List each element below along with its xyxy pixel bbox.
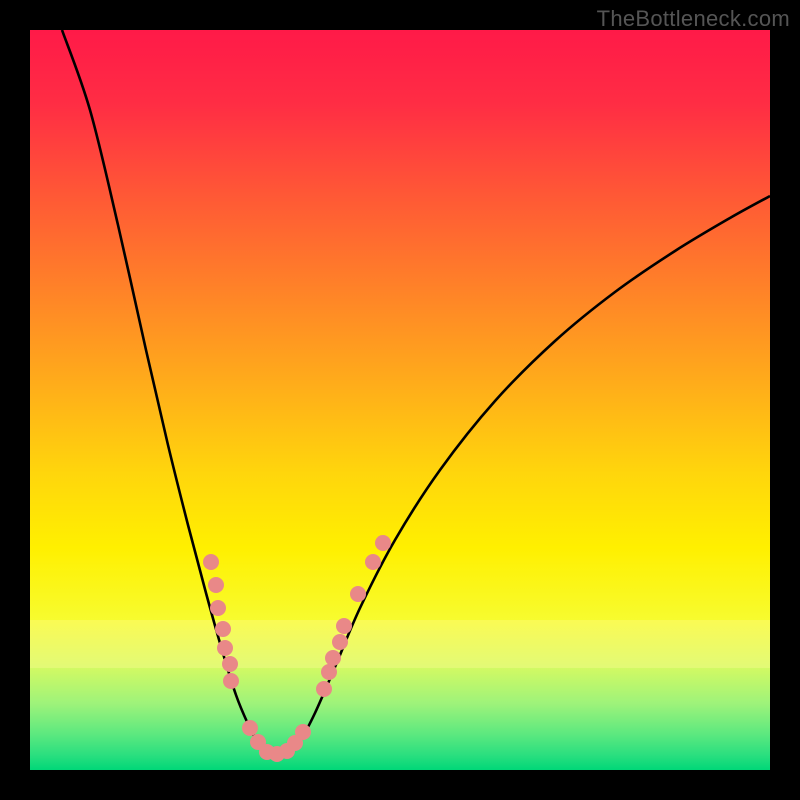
data-marker xyxy=(210,600,226,616)
data-marker xyxy=(336,618,352,634)
data-marker xyxy=(208,577,224,593)
data-marker xyxy=(215,621,231,637)
attribution-label: TheBottleneck.com xyxy=(597,6,790,32)
data-marker xyxy=(365,554,381,570)
data-marker xyxy=(223,673,239,689)
data-marker xyxy=(242,720,258,736)
data-marker xyxy=(350,586,366,602)
data-marker xyxy=(222,656,238,672)
data-marker xyxy=(295,724,311,740)
data-marker xyxy=(375,535,391,551)
chart-container: TheBottleneck.com xyxy=(0,0,800,800)
data-marker xyxy=(325,650,341,666)
data-marker xyxy=(316,681,332,697)
data-marker xyxy=(203,554,219,570)
bottleneck-chart xyxy=(0,0,800,800)
data-marker xyxy=(321,664,337,680)
highlight-band xyxy=(30,620,770,668)
data-marker xyxy=(217,640,233,656)
data-marker xyxy=(332,634,348,650)
